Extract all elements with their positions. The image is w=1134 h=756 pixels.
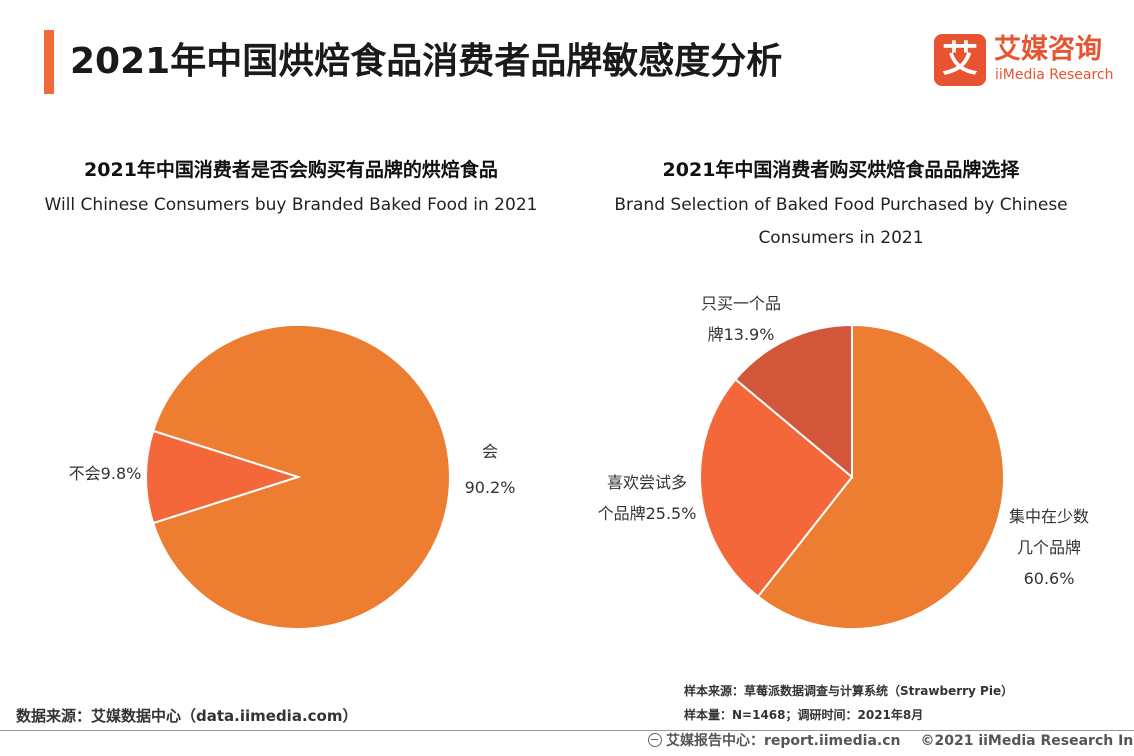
- pie0-slice-1: [145, 429, 302, 525]
- footer-bar: 艾媒报告中心：report.iimedia.cn ©2021 iiMedia Re…: [648, 732, 1134, 750]
- pie1-slice-0-label-line1: 几个品牌: [1017, 538, 1081, 557]
- pie1-slice-2-label-line0: 只买一个品: [701, 294, 781, 313]
- footer-copyright: ©2021 iiMedia Research Inc: [920, 733, 1134, 749]
- sample-source: 样本来源：草莓派数据调查与计算系统（Strawberry Pie）: [684, 684, 1014, 698]
- pie1-slice-0-label-line0: 集中在少数: [1009, 507, 1089, 526]
- logo-name-cn: 艾媒咨询: [994, 34, 1102, 65]
- logo-name-en: iiMedia Research: [995, 67, 1114, 83]
- footer-divider: [0, 730, 1134, 731]
- data-source: 数据来源：艾媒数据中心（data.iimedia.com）: [16, 707, 358, 725]
- pie1-slice-1: [699, 377, 854, 598]
- left-chart-title: 2021年中国消费者是否会购买有品牌的烘焙食品: [84, 159, 498, 181]
- pie0-slice-0-label-line0: 会: [482, 442, 498, 461]
- iimedia-logo: 艾 艾媒咨询 iiMedia Research: [934, 34, 1114, 88]
- pie1-slice-1-label-line0: 喜欢尝试多: [607, 473, 687, 492]
- footer-site: 艾媒报告中心：report.iimedia.cn: [666, 733, 901, 749]
- pie1-slice-0: [756, 323, 1005, 630]
- pie0-slice-1-label: 不会9.8%: [69, 464, 142, 483]
- pie1-slice-2: [734, 323, 853, 480]
- page-title: 2021年中国烘焙食品消费者品牌敏感度分析: [70, 41, 783, 82]
- right-chart-subtitle: Brand Selection of Baked Food Purchased …: [614, 195, 1068, 248]
- logo-glyph-box: 艾: [934, 34, 986, 86]
- right-chart-title: 2021年中国消费者购买烘焙食品品牌选择: [662, 159, 1020, 181]
- left-chart-subtitle: Will Chinese Consumers buy Branded Baked…: [44, 195, 538, 215]
- pie1-slice-1-label-line1: 个品牌25.5%: [598, 504, 697, 523]
- pie1-slice-2-label-line1: 牌13.9%: [708, 325, 775, 344]
- title-accent-bar: [44, 30, 54, 94]
- pie1-slice-0-label-line2: 60.6%: [1024, 569, 1075, 588]
- pie0-slice-0-label-line1: 90.2%: [465, 478, 516, 497]
- sample-size: 样本量：N=1468；调研时间：2021年8月: [684, 708, 924, 722]
- pie0-slice-0: [151, 324, 452, 630]
- globe-icon: [648, 733, 662, 747]
